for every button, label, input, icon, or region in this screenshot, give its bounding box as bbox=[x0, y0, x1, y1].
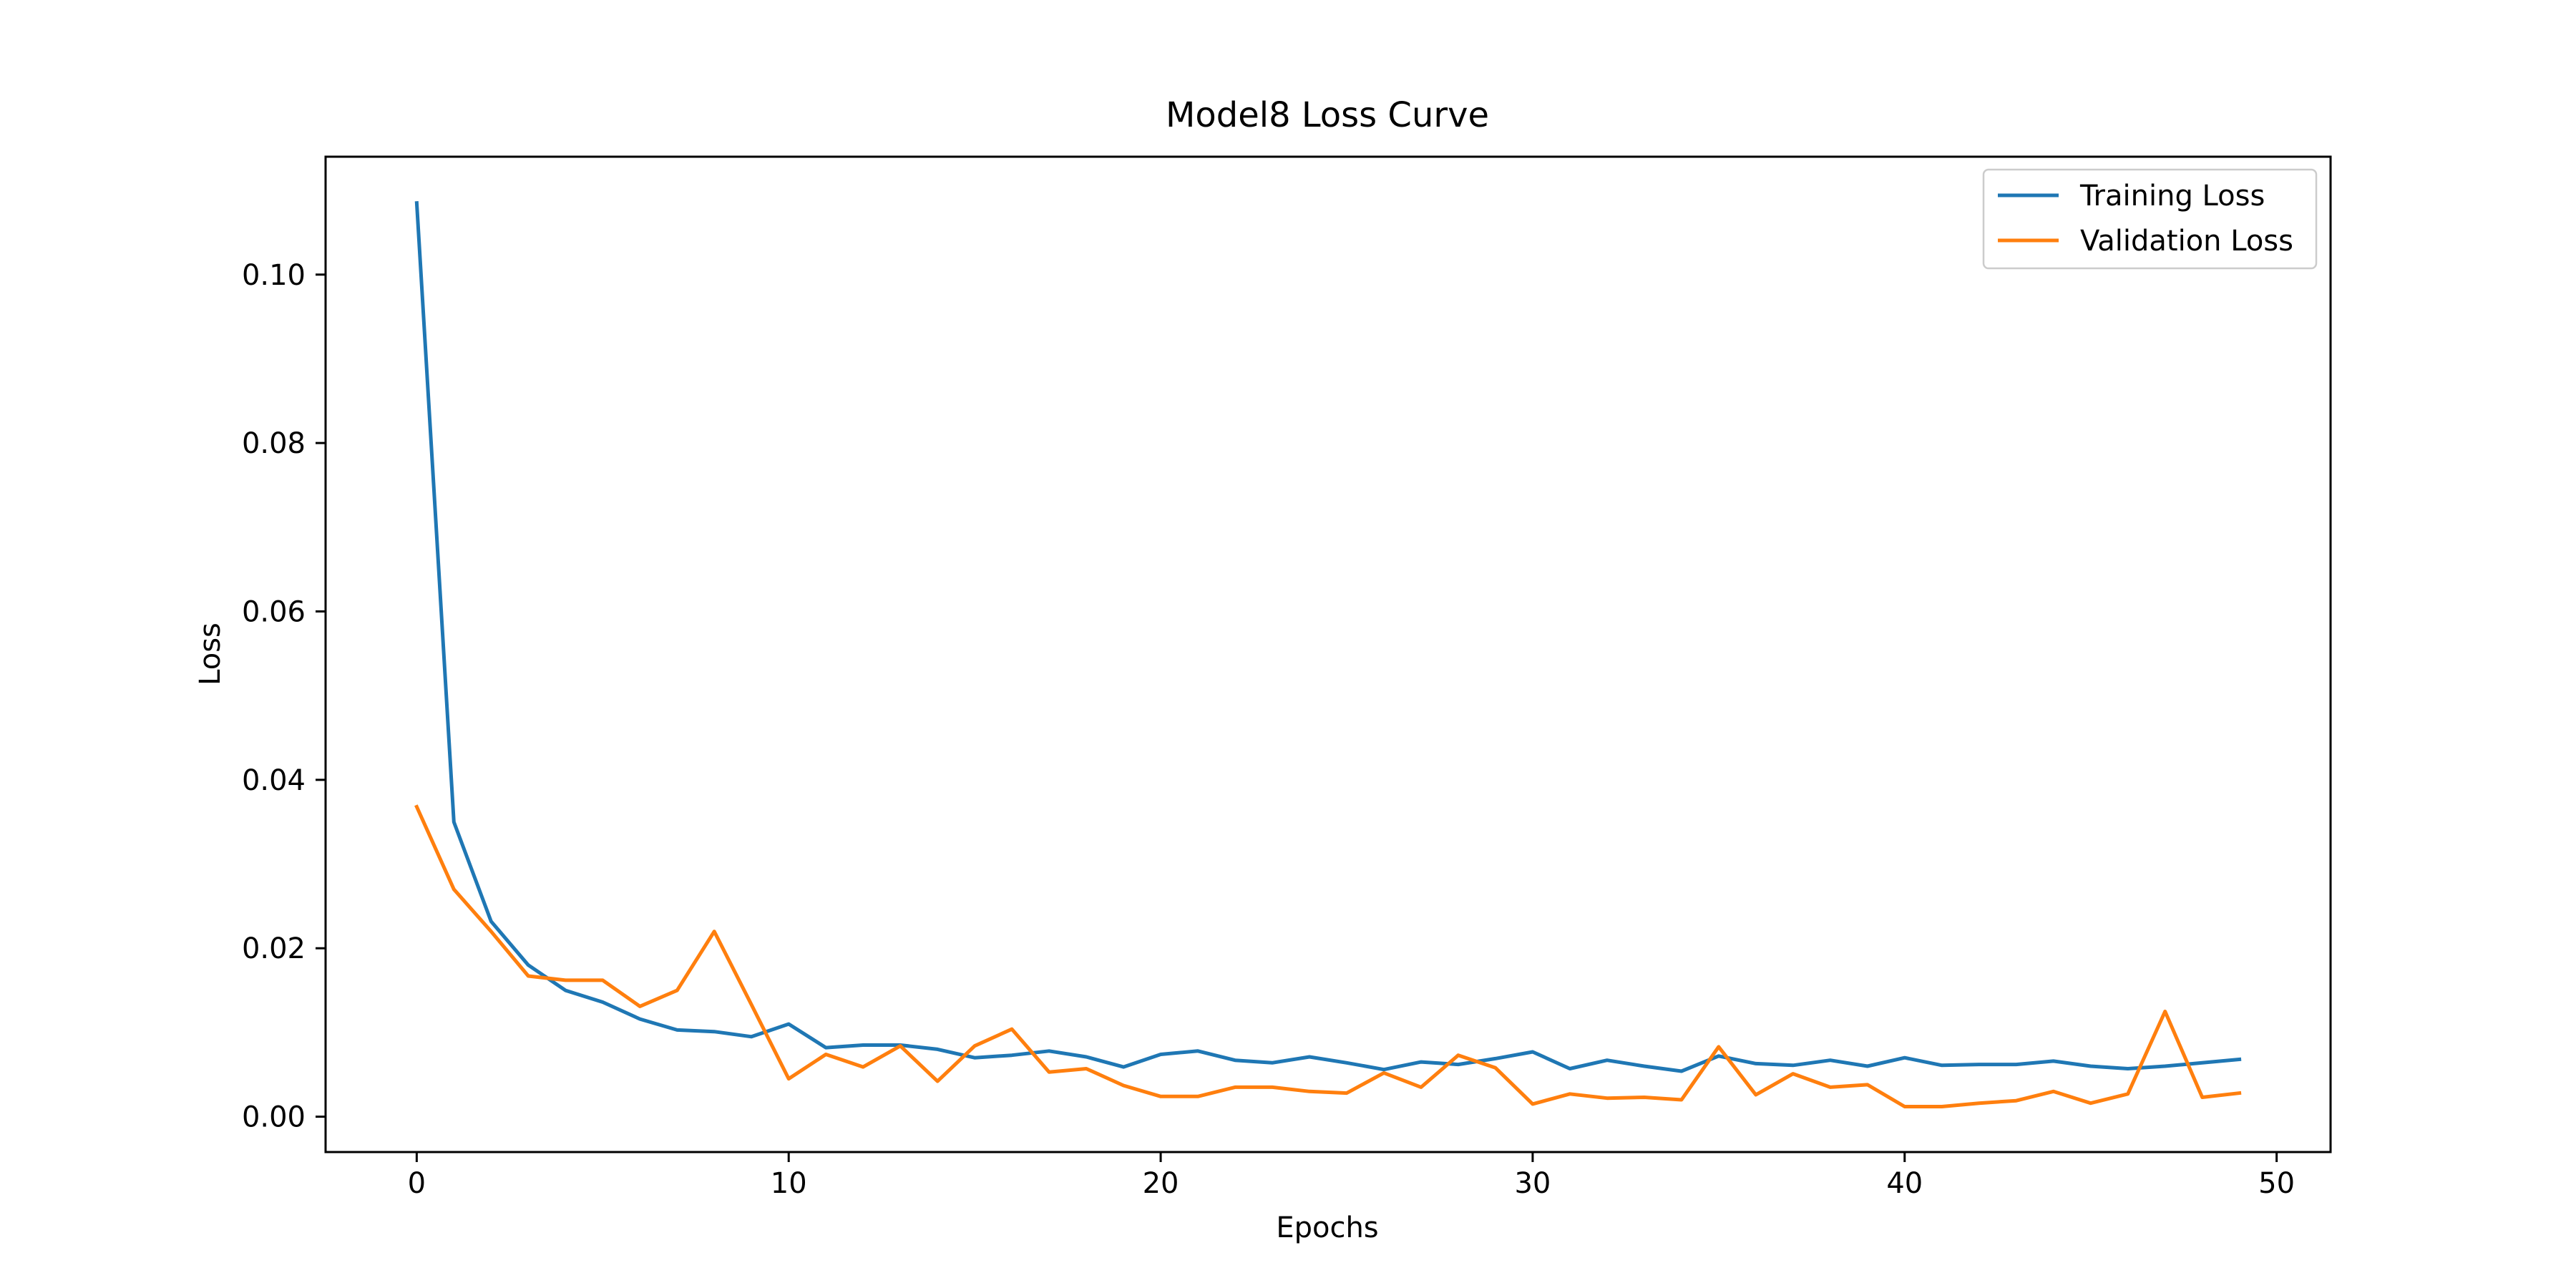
series-line-validation-loss bbox=[414, 804, 2242, 1108]
y-tick-label: 0.10 bbox=[242, 259, 306, 292]
y-axis: 0.00 0.02 0.04 0.06 0.08 0.10 bbox=[242, 259, 326, 1134]
legend-frame bbox=[1982, 168, 2318, 270]
y-tick-label: 0.02 bbox=[242, 932, 306, 965]
x-axis-label: Epochs bbox=[1276, 1211, 1378, 1244]
legend-label-training-loss: Training Loss bbox=[2079, 180, 2265, 213]
x-tick-label: 50 bbox=[2258, 1167, 2295, 1200]
y-tick-label: 0.04 bbox=[242, 764, 306, 797]
legend-label-validation-loss: Validation Loss bbox=[2080, 225, 2293, 258]
series-layer bbox=[414, 201, 2242, 1108]
x-tick-label: 0 bbox=[408, 1167, 426, 1200]
y-tick-label: 0.00 bbox=[242, 1101, 306, 1134]
x-tick-label: 20 bbox=[1143, 1167, 1179, 1200]
legend: Training Loss Validation Loss bbox=[1982, 168, 2318, 270]
x-tick-label: 10 bbox=[771, 1167, 807, 1200]
y-axis-label: Loss bbox=[194, 623, 227, 686]
series-line-training-loss bbox=[414, 201, 2242, 1073]
chart-title: Model8 Loss Curve bbox=[1166, 95, 1489, 135]
y-tick-label: 0.08 bbox=[242, 427, 306, 460]
x-tick-label: 30 bbox=[1514, 1167, 1551, 1200]
plot-frame bbox=[324, 155, 2332, 1153]
x-axis: 0 10 20 30 40 50 bbox=[408, 1152, 2295, 1200]
y-tick-label: 0.06 bbox=[242, 595, 306, 628]
x-tick-label: 40 bbox=[1886, 1167, 1923, 1200]
